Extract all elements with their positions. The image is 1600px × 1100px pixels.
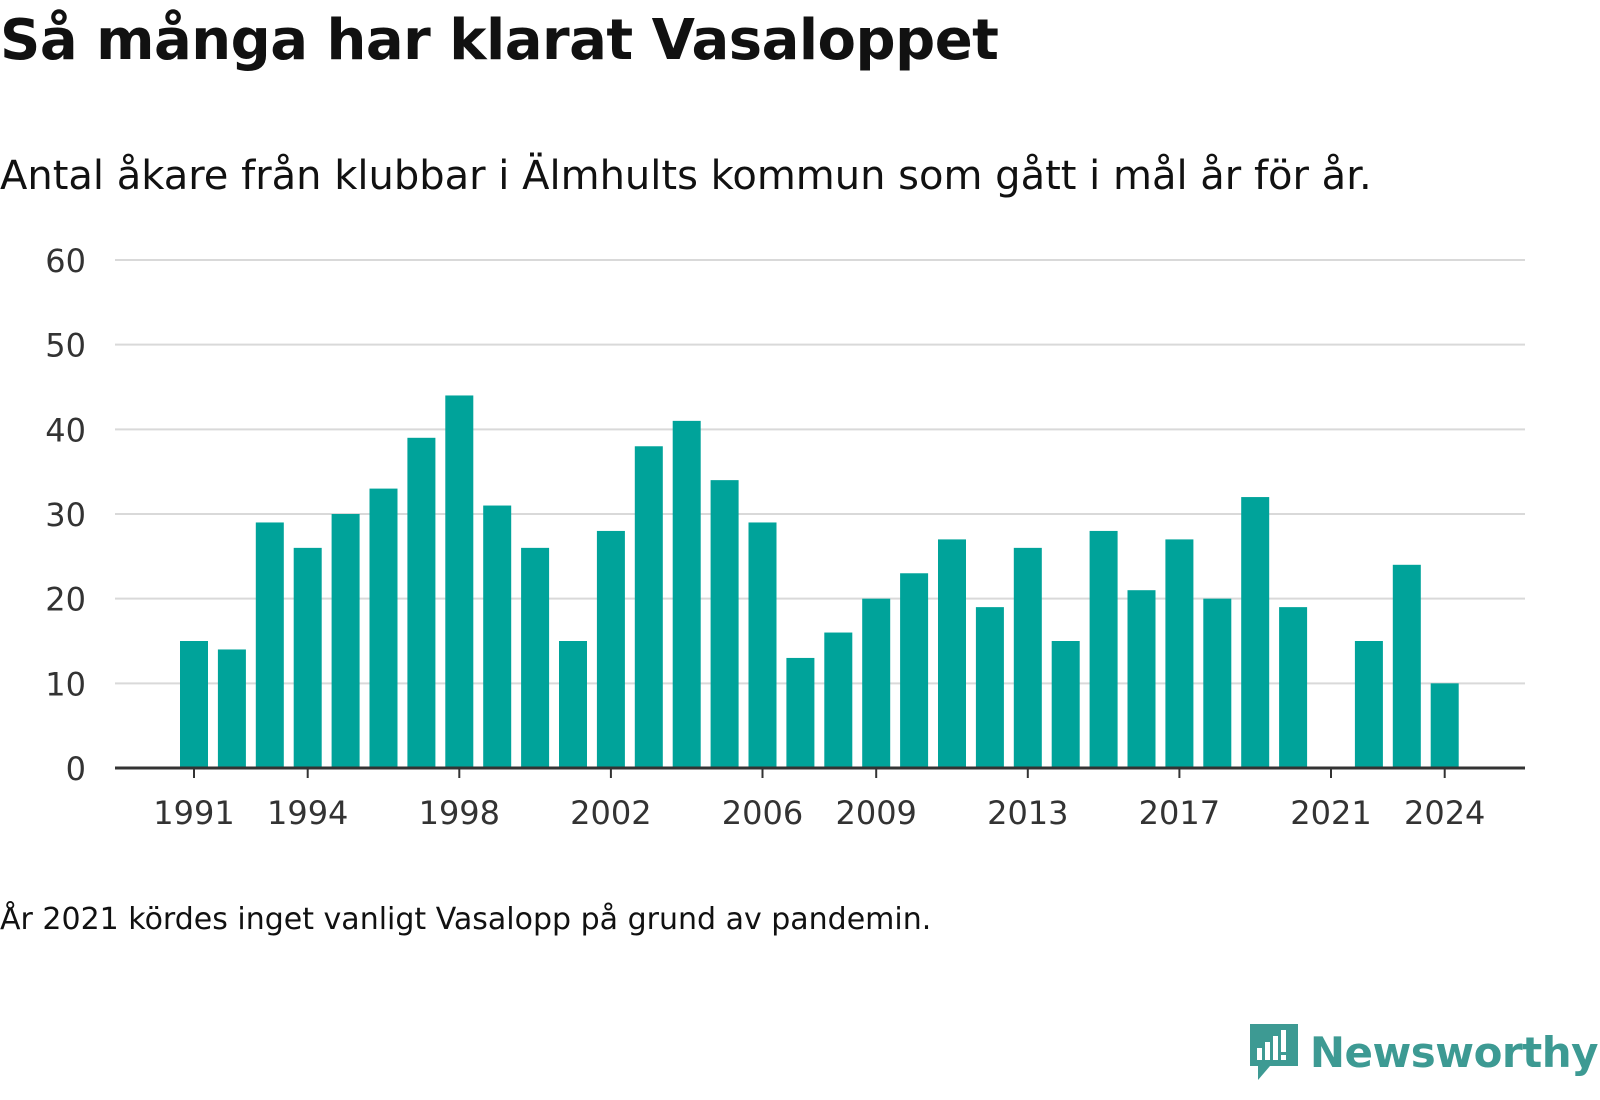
page-title: Så många har klarat Vasaloppet xyxy=(0,8,999,73)
bar xyxy=(1279,607,1308,768)
x-tick-label: 2024 xyxy=(1404,794,1485,832)
page-subtitle: Antal åkare från klubbar i Älmhults komm… xyxy=(0,153,1372,199)
bar xyxy=(1127,590,1156,768)
bar xyxy=(1165,539,1194,768)
bar xyxy=(1051,641,1080,768)
y-tick-label: 10 xyxy=(45,665,86,703)
bar xyxy=(900,573,929,768)
gridlines xyxy=(115,259,1525,685)
bar xyxy=(596,530,625,768)
bar xyxy=(1354,641,1383,768)
bar xyxy=(1203,598,1232,768)
y-tick-label: 40 xyxy=(45,411,86,449)
bars xyxy=(180,395,1459,768)
bar xyxy=(1241,497,1270,768)
x-tick-label: 2009 xyxy=(835,794,916,832)
x-tick-label: 2021 xyxy=(1290,794,1371,832)
x-tick-label: 1994 xyxy=(267,794,348,832)
bar xyxy=(710,480,739,768)
brand: Newsworthy xyxy=(1248,1022,1599,1082)
bar xyxy=(824,632,853,768)
bar xyxy=(180,641,208,768)
x-tick-label: 1998 xyxy=(419,794,500,832)
x-axis-tick-labels: 1991 1994 1998 2002 2006 2009 2013 2017 2021 2024 xyxy=(153,794,1485,832)
bar-chart-speech-bubble-icon xyxy=(1249,1024,1298,1080)
footnote: År 2021 kördes inget vanligt Vasalopp på… xyxy=(0,902,932,937)
bar xyxy=(217,649,246,768)
bar xyxy=(975,607,1004,768)
bar xyxy=(862,598,891,768)
bar xyxy=(1089,530,1118,768)
bar xyxy=(1392,564,1421,768)
x-tick-label: 2013 xyxy=(987,794,1068,832)
bar xyxy=(521,547,550,768)
bar xyxy=(483,505,512,768)
x-axis xyxy=(115,766,1525,778)
bar xyxy=(1430,683,1459,768)
brand-name: Newsworthy xyxy=(1309,1027,1599,1077)
x-tick-label: 2002 xyxy=(570,794,651,832)
bar xyxy=(445,395,474,768)
y-axis-tick-labels: 0 10 20 30 40 50 60 xyxy=(45,242,86,788)
bar xyxy=(748,522,777,768)
x-tick-label: 1991 xyxy=(153,794,234,832)
bar xyxy=(331,514,360,768)
bar-chart: 0 10 20 30 40 50 60 1991 1994 1998 2002 2006 2009 20… xyxy=(45,242,1525,832)
bar xyxy=(255,522,284,768)
bar xyxy=(672,420,701,768)
x-tick-label: 2017 xyxy=(1139,794,1220,832)
bar xyxy=(407,437,436,768)
x-tick-label: 2006 xyxy=(722,794,803,832)
y-tick-label: 20 xyxy=(45,581,86,619)
bar xyxy=(369,488,398,768)
bar xyxy=(293,547,322,768)
bar xyxy=(634,446,663,768)
bar xyxy=(786,657,815,768)
y-tick-label: 60 xyxy=(45,242,86,280)
bar xyxy=(1013,547,1042,768)
bar xyxy=(559,641,587,768)
y-tick-label: 0 xyxy=(66,750,86,788)
y-tick-label: 50 xyxy=(45,327,86,365)
y-tick-label: 30 xyxy=(45,496,86,534)
bar xyxy=(938,539,966,768)
